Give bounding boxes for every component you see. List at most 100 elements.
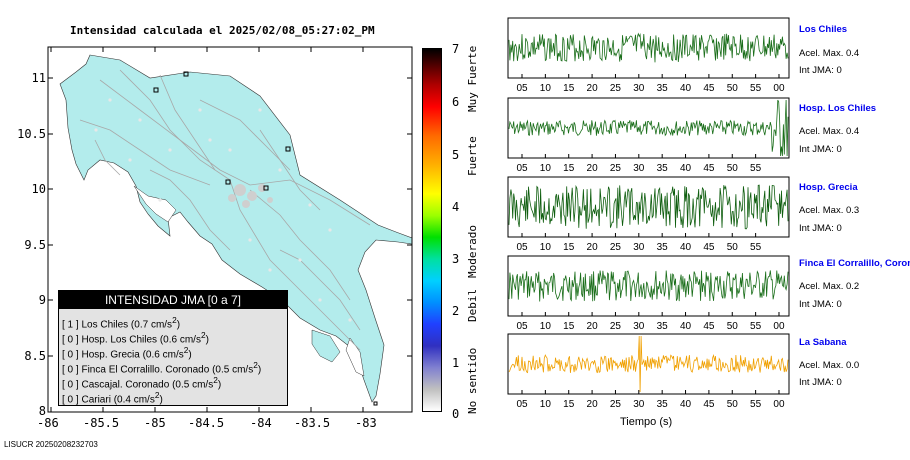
waveform-tick-label: 15 [563, 242, 575, 253]
waveform-tick-label: 05 [516, 321, 528, 332]
colorbar-tick: 2 [452, 304, 460, 318]
colorbar-category: Debil [466, 288, 479, 322]
map-x-tick: -83.5 [294, 416, 331, 430]
waveform-tick-label: 50 [727, 399, 739, 410]
waveform-tick-label: 55 [750, 399, 762, 410]
waveform-tick-label: 55 [750, 242, 762, 253]
waveform-tick-label: 15 [563, 321, 575, 332]
station-markers [153, 71, 378, 406]
map-canvas[interactable] [0, 0, 420, 420]
intensity-legend: INTENSIDAD JMA [0 a 7] [ 1 ] Los Chiles … [58, 290, 288, 406]
waveform-frame [507, 333, 790, 395]
station-name[interactable]: Finca El Corralillo, Coronado [799, 258, 910, 269]
waveform-tick-label: 35 [657, 242, 669, 253]
map-y-tick: 11 [31, 71, 46, 85]
waveform-tick-label: 45 [703, 163, 715, 174]
legend-row: [ 1 ] Los Chiles (0.7 cm/s2) [62, 315, 181, 331]
map-x-tick: -83 [355, 416, 377, 430]
station-int: Int JMA: 0 [799, 144, 842, 155]
station-name[interactable]: Los Chiles [799, 24, 848, 35]
waveform-tick-label: 40 [680, 83, 692, 94]
waveform-frame [507, 176, 790, 238]
map-x-tick: -86 [37, 416, 59, 430]
time-axis-label: Tiempo (s) [620, 416, 673, 428]
station-acel: Acel. Max. 0.2 [799, 281, 860, 292]
colorbar-tick: 5 [452, 148, 460, 162]
waveform-tick-label: 15 [563, 163, 575, 174]
waveform-tick-label: 25 [610, 321, 622, 332]
map-frame [47, 46, 413, 413]
waveform-tick-label: 45 [703, 242, 715, 253]
waveform-tick-label: 20 [587, 83, 599, 94]
station-acel: Acel. Max. 0.4 [799, 126, 860, 137]
waveform-trace [508, 99, 789, 157]
waveform-tick-label: 05 [516, 399, 528, 410]
colorbar-tick: 1 [452, 356, 460, 370]
map-x-ticks [50, 47, 364, 412]
colorbar-tick: 7 [452, 42, 460, 56]
golfo-dulce [345, 337, 365, 377]
gulf-of-nicoya [133, 185, 177, 223]
footer-id: LISUCR 20250208232703 [4, 440, 98, 449]
colorbar-category: No sentido [466, 347, 479, 414]
waveform-tick-label: 20 [587, 163, 599, 174]
waveform-tick-label: 25 [610, 242, 622, 253]
waveform-tick-label: 20 [587, 321, 599, 332]
colorbar-category: Moderado [466, 225, 479, 278]
intensity-colorbar [422, 48, 442, 412]
waveform-tick-label: 05 [516, 242, 528, 253]
waveform-tick-label: 40 [680, 163, 692, 174]
waveform-tick-label: 30 [633, 321, 645, 332]
waveform-tick-label: 30 [633, 163, 645, 174]
waveform-tick-label: 05 [516, 163, 528, 174]
waveform-tick-label: 45 [703, 399, 715, 410]
waveform-tick-label: 20 [587, 242, 599, 253]
waveform-tick-label: 10 [540, 399, 552, 410]
legend-row: [ 0 ] Hosp. Grecia (0.6 cm/s2) [62, 345, 192, 361]
waveform-tick-label: 20 [587, 399, 599, 410]
colorbar-tick: 0 [452, 407, 460, 421]
waveform-trace [508, 335, 789, 393]
colorbar-tick: 4 [452, 200, 460, 214]
colorbar-category: Fuerte [466, 136, 479, 176]
waveform-tick-label: 50 [727, 163, 739, 174]
station-acel: Acel. Max. 0.3 [799, 205, 860, 216]
waveform-tick-label: 40 [680, 321, 692, 332]
map-y-tick: 9.5 [24, 238, 46, 252]
map-x-tick: -85.5 [83, 416, 120, 430]
map-title: Intensidad calculada el 2025/02/08_05:27… [70, 24, 375, 37]
colorbar-tick: 3 [452, 252, 460, 266]
waveform-tick-label: 50 [727, 83, 739, 94]
waveform-tick-label: 25 [610, 83, 622, 94]
station-name[interactable]: La Sabana [799, 337, 847, 348]
waveform-panels[interactable]: 05 10 15 20 25 30 35 40 45 50 55 00 05 10 15 20 25 30 35 40… [500, 0, 910, 440]
waveform-tick-label: 30 [633, 399, 645, 410]
map-x-tick: -85 [144, 416, 166, 430]
waveform-tick-label: 00 [773, 399, 785, 410]
waveform-tick-label: 55 [750, 83, 762, 94]
map-y-tick: 10 [31, 182, 46, 196]
map-y-tick: 8.5 [24, 349, 46, 363]
station-int: Int JMA: 0 [799, 223, 842, 234]
waveform-tick-label: 10 [540, 163, 552, 174]
station-int: Int JMA: 0 [799, 377, 842, 388]
waveform-tick-label: 50 [727, 242, 739, 253]
waveform-tick-label: 00 [773, 321, 785, 332]
waveform-tick-label: 35 [657, 163, 669, 174]
station-name[interactable]: Hosp. Los Chiles [799, 103, 877, 114]
map-x-tick: -84.5 [188, 416, 225, 430]
waveform-tick-label: 30 [633, 83, 645, 94]
waveform-tick-label: 25 [610, 163, 622, 174]
waveform-tick-label: 35 [657, 321, 669, 332]
waveform-tick-label: 30 [633, 242, 645, 253]
waveform-tick-label: 35 [657, 399, 669, 410]
waveform-tick-label: 10 [540, 321, 552, 332]
colorbar-tick: 6 [452, 95, 460, 109]
waveform-tick-label: 10 [540, 242, 552, 253]
station-name[interactable]: Hosp. Grecia [799, 182, 858, 193]
map-y-tick: 8 [38, 404, 46, 418]
map-x-tick: -84 [250, 416, 272, 430]
waveform-frame [507, 97, 790, 159]
waveform-tick-label: 15 [563, 83, 575, 94]
waveform-tick-label: 45 [703, 321, 715, 332]
